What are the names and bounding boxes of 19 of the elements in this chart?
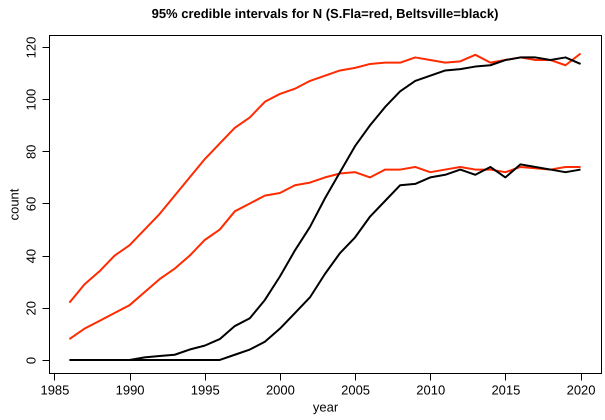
x-tick-label: 2005 xyxy=(341,382,370,398)
x-tick-label: 2015 xyxy=(491,382,520,398)
line-series xyxy=(68,52,582,304)
y-tick-label: 0 xyxy=(24,356,38,364)
y-axis-title: count xyxy=(6,188,22,220)
x-tick-label: 1990 xyxy=(116,382,145,398)
x-axis-title: year xyxy=(312,400,339,414)
y-tick-label: 60 xyxy=(24,196,38,212)
x-tick-label: 2000 xyxy=(266,382,295,398)
x-tick-label: 2020 xyxy=(566,382,596,398)
x-tick-label: 1985 xyxy=(40,382,70,398)
y-tick-label: 100 xyxy=(24,88,38,111)
chart-title: 95% credible intervals for N (S.Fla=red, Beltsville=black) xyxy=(152,6,498,21)
y-tick-label: 80 xyxy=(24,144,38,160)
y-tick-label: 40 xyxy=(24,248,38,264)
y-tick-label: 120 xyxy=(24,36,38,58)
x-tick-label: 1995 xyxy=(190,382,220,398)
x-tick-label: 2010 xyxy=(416,382,446,398)
y-tick-label: 20 xyxy=(24,301,38,316)
